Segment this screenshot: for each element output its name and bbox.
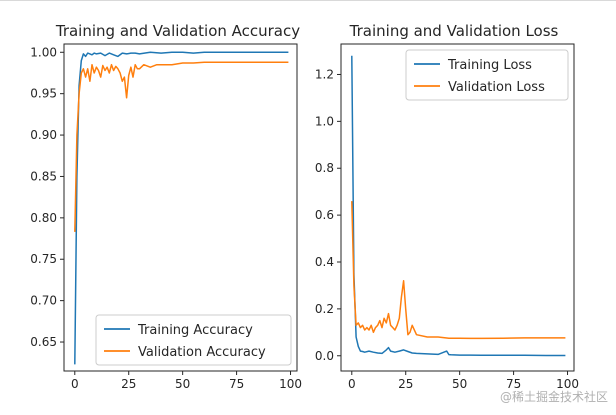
y-tick-label: 0.2 xyxy=(315,302,334,316)
loss-chart: Training and Validation Loss 0 25 50 75 100 0.… xyxy=(315,22,579,391)
y-tick-label: 1.00 xyxy=(30,45,57,59)
x-tick-label: 50 xyxy=(175,377,190,391)
series-line-validation-accuracy xyxy=(74,61,289,232)
x-tick-label: 100 xyxy=(556,377,579,391)
x-tick-label: 50 xyxy=(452,377,467,391)
legend-label: Training Loss xyxy=(447,58,532,73)
y-tick-label: 0.4 xyxy=(315,255,334,269)
chart-title: Training and Validation Accuracy xyxy=(55,22,300,40)
x-tick-label: 75 xyxy=(229,377,244,391)
y-tick-label: 0.8 xyxy=(315,161,334,175)
legend-box xyxy=(95,314,292,366)
y-tick-label: 0.95 xyxy=(30,87,57,101)
watermark-text: @稀土掘金技术社区 xyxy=(500,389,608,404)
x-tick-label: 0 xyxy=(348,377,356,391)
y-tick-label: 0.65 xyxy=(30,335,57,349)
accuracy-chart: Training and Validation Accuracy 0 25 50 75 1… xyxy=(30,22,302,391)
legend-label: Validation Accuracy xyxy=(138,345,266,360)
x-tick-label: 25 xyxy=(398,377,413,391)
y-tick-label: 0.75 xyxy=(30,252,57,266)
legend-box xyxy=(405,49,569,101)
y-tick-label: 1.0 xyxy=(315,114,334,128)
series-line-training-loss xyxy=(351,55,566,357)
chart-title: Training and Validation Loss xyxy=(349,22,559,40)
legend-label: Training Accuracy xyxy=(137,323,253,338)
series-line-training-accuracy xyxy=(74,51,289,365)
series-line-validation-loss xyxy=(351,201,566,340)
top-border-line xyxy=(0,0,616,1)
y-tick-label: 1.2 xyxy=(315,67,334,81)
x-tick-label: 0 xyxy=(71,377,79,391)
x-tick-label: 75 xyxy=(506,377,521,391)
y-tick-label: 0.85 xyxy=(30,169,57,183)
x-tick-label: 100 xyxy=(279,377,302,391)
plot-frame xyxy=(63,43,298,372)
y-tick-label: 0.0 xyxy=(315,349,334,363)
y-tick-label: 0.90 xyxy=(30,128,57,142)
x-tick-label: 25 xyxy=(121,377,136,391)
y-tick-label: 0.80 xyxy=(30,211,57,225)
legend-label: Validation Loss xyxy=(448,80,545,95)
plot-frame xyxy=(340,43,575,372)
y-tick-label: 0.6 xyxy=(315,208,334,222)
y-tick-label: 0.70 xyxy=(30,294,57,308)
